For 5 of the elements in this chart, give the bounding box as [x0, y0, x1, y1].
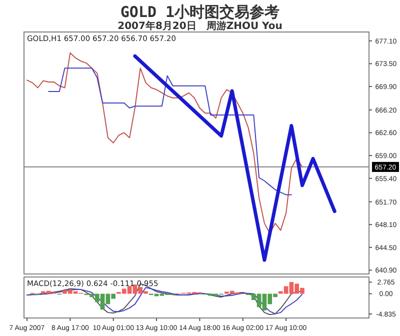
line-series: [26, 52, 303, 234]
line-series: [48, 68, 292, 196]
chart-subtitle: 2007年8月20日 周游ZHOU You: [118, 20, 282, 32]
chart-title: GOLD 1小时图交易参考: [120, 3, 280, 21]
line-series: [133, 54, 336, 262]
